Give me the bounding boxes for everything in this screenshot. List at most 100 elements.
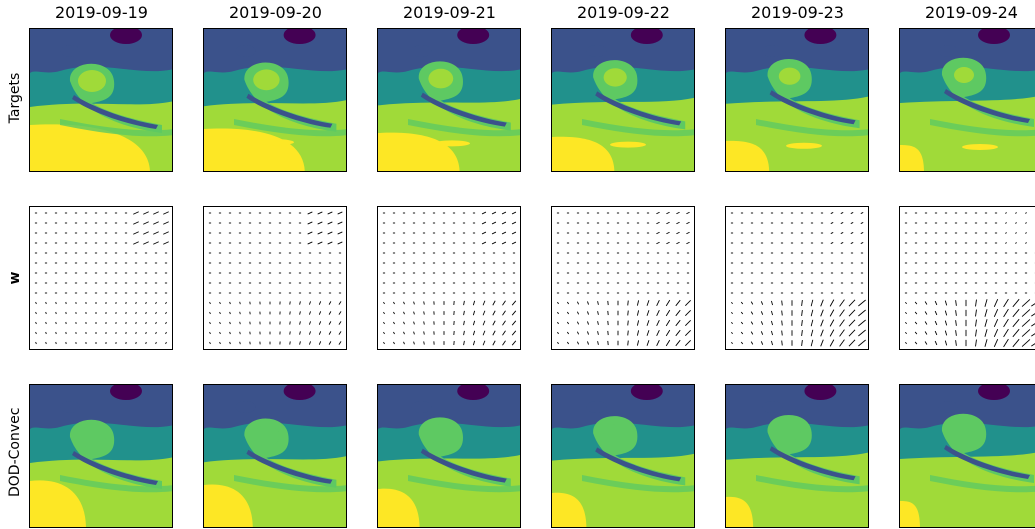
quiver-arrow [830, 232, 834, 234]
quiver-arrow [566, 301, 570, 305]
quiver-arrow [492, 310, 496, 316]
contour-band [234, 475, 346, 493]
quiver-arrow [413, 311, 415, 315]
quiver-arrow [209, 331, 211, 335]
quiver-arrow [839, 309, 845, 317]
quiver-arrow [219, 321, 221, 325]
quiver-arrow [810, 329, 814, 337]
quiver-arrow [327, 231, 333, 235]
contour-band [962, 144, 998, 150]
quiver-arrow [482, 330, 486, 336]
quiver-arrow [771, 300, 773, 306]
quiver-arrow [502, 300, 506, 306]
quiver-arrow [511, 231, 517, 235]
contour-band [378, 488, 420, 527]
contour-panel [29, 28, 173, 172]
contour-band [938, 401, 958, 413]
quiver-arrow [317, 241, 323, 245]
quiver-arrow [1004, 222, 1008, 224]
quiver-arrow [840, 212, 844, 214]
quiver-arrow [1003, 298, 1009, 308]
quiver-arrow [327, 221, 333, 225]
quiver-arrow [1031, 323, 1035, 327]
quiver-arrow [337, 241, 343, 245]
quiver-arrow [781, 330, 783, 336]
quiver-arrow [829, 339, 835, 347]
quiver-arrow [403, 321, 405, 325]
quiver-arrow [801, 339, 803, 347]
quiver-arrow [576, 331, 580, 335]
quiver-arrow [975, 309, 977, 317]
quiver-arrow [153, 211, 159, 215]
quiver-arrow [307, 211, 313, 215]
quiver-arrow [656, 299, 660, 307]
quiver-arrow [383, 321, 385, 325]
contour-band [411, 45, 432, 57]
quiver-arrow [1024, 212, 1028, 214]
quiver-arrow [771, 330, 773, 336]
quiver-arrow [511, 310, 517, 316]
quiver-arrow [35, 321, 37, 325]
quiver-arrow [317, 211, 323, 215]
quiver-arrow [491, 231, 497, 235]
quiver-arrow [491, 211, 497, 215]
quiver-arrow [760, 301, 764, 305]
column-title: 2019-09-23 [751, 3, 844, 22]
quiver-arrow [318, 311, 322, 315]
quiver-arrow [771, 340, 773, 346]
quiver-arrow [566, 331, 570, 335]
quiver-arrow [566, 311, 570, 315]
quiver-arrow [801, 319, 803, 327]
quiver-arrow [848, 299, 856, 307]
quiver-arrow [587, 341, 589, 345]
contour-band [726, 496, 754, 527]
quiver-arrow [35, 311, 37, 315]
quiver-arrow [914, 311, 918, 315]
quiver-arrow [730, 301, 734, 305]
quiver-arrow [760, 331, 764, 335]
quiver-arrow [229, 311, 231, 315]
quiver-arrow [860, 222, 864, 224]
quiver-arrow [153, 221, 159, 225]
quiver-arrow [383, 311, 385, 315]
quiver-arrow [576, 341, 580, 345]
contour-band [428, 424, 454, 445]
quiver-arrow [848, 339, 856, 347]
quiver-arrow [299, 331, 301, 335]
quiver-arrow [858, 309, 866, 317]
quiver-arrow [656, 231, 660, 235]
quiver-arrow [327, 241, 333, 245]
quiver-arrow [229, 321, 231, 325]
quiver-arrow [492, 320, 496, 326]
quiver-arrow [135, 311, 137, 315]
quiver-arrow [781, 320, 783, 326]
contour-band [408, 475, 520, 493]
contour-band [595, 91, 682, 126]
contour-band [954, 423, 974, 439]
quiver-arrow [299, 341, 301, 345]
quiver-arrow [1012, 308, 1020, 318]
quiver-arrow [636, 340, 640, 346]
quiver-arrow [636, 310, 640, 316]
quiver-arrow [829, 309, 835, 317]
quiver-arrow [338, 321, 342, 325]
quiver-arrow [229, 341, 231, 345]
quiver-arrow [955, 340, 957, 346]
quiver-arrow [219, 341, 221, 345]
contour-band [726, 140, 770, 171]
contour-band [930, 475, 1035, 493]
quiver-arrow [576, 301, 580, 305]
quiver-arrow [393, 301, 395, 305]
quiver-arrow [675, 309, 681, 317]
quiver-arrow [858, 329, 866, 337]
quiver-arrow [810, 299, 814, 307]
quiver-arrow [153, 241, 159, 245]
quiver-arrow [413, 301, 415, 305]
quiver-arrow [771, 310, 773, 316]
quiver-arrow [143, 221, 149, 225]
contour-panel [725, 28, 869, 172]
quiver-arrow [801, 309, 803, 317]
contour-band [630, 29, 663, 44]
quiver-arrow [675, 299, 681, 307]
